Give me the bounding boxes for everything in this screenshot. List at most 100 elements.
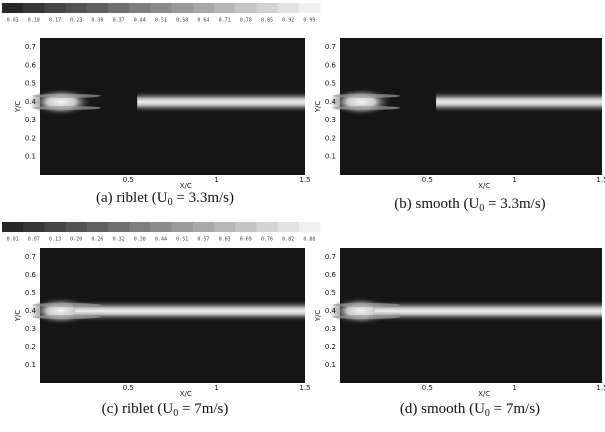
colorbar-label: 0.92 bbox=[282, 18, 294, 24]
y-tick-label: 0.7 bbox=[25, 253, 36, 261]
colorbar-block bbox=[129, 3, 151, 13]
x-tick-label: 0.5 bbox=[422, 384, 433, 392]
colorbar-label: 0.82 bbox=[282, 237, 294, 243]
caption-text: (c) riblet (U bbox=[102, 401, 174, 417]
x-tick-label: 0.5 bbox=[123, 176, 134, 184]
colorbar-block bbox=[2, 3, 24, 13]
colorbar-block bbox=[86, 3, 109, 13]
y-tick-label: 0.5 bbox=[25, 289, 36, 297]
x-tick-label: 1.5 bbox=[596, 176, 605, 184]
y-tick-label: 0.4 bbox=[325, 98, 337, 106]
colorbar-label: 0.88 bbox=[303, 237, 315, 243]
caption-text: = 7m/s) bbox=[178, 401, 228, 417]
colorbar-label: 0.63 bbox=[219, 237, 231, 243]
jet-shear bbox=[32, 315, 101, 319]
caption: (a) riblet (U0 = 3.3m/s) bbox=[96, 190, 234, 208]
jet-band bbox=[137, 90, 305, 113]
colorbar-label: 0.64 bbox=[197, 18, 209, 24]
colorbar-label: 0.07 bbox=[28, 237, 40, 243]
colorbar-block bbox=[129, 222, 151, 232]
jet-band bbox=[374, 300, 602, 322]
colorbar-label: 0.17 bbox=[49, 18, 61, 24]
colorbar-block bbox=[44, 3, 67, 13]
colorbar-block bbox=[171, 3, 194, 13]
y-tick-label: 0.2 bbox=[25, 134, 36, 142]
colorbar-label: 0.03 bbox=[7, 18, 19, 24]
colorbar-label: 0.01 bbox=[7, 237, 19, 243]
colorbar-label: 0.32 bbox=[113, 237, 125, 243]
colorbar-label: 0.23 bbox=[70, 18, 82, 24]
y-tick-label: 0.6 bbox=[25, 61, 37, 69]
y-axis-label: Y/C bbox=[14, 310, 22, 323]
y-tick-label: 0.6 bbox=[325, 61, 337, 69]
x-axis-label: X/C bbox=[478, 182, 490, 190]
caption-text: (a) riblet (U bbox=[96, 190, 168, 206]
colorbar-block bbox=[108, 3, 130, 13]
colorbar-block bbox=[192, 222, 215, 232]
jet-core bbox=[329, 87, 393, 116]
x-tick-label: 1.5 bbox=[596, 384, 605, 392]
colorbar-block bbox=[171, 222, 194, 232]
colorbar-label: 0.26 bbox=[91, 237, 103, 243]
colorbar-block bbox=[150, 3, 173, 13]
panel: 0.1 0.2 0.3 0.4 0.5 0.6 0.7 0.5 1 1.5 X/C Y/C (b) sm… bbox=[314, 38, 605, 214]
colorbar-block bbox=[65, 3, 88, 13]
x-tick-label: 1 bbox=[214, 384, 218, 392]
colorbar-block bbox=[235, 3, 257, 13]
y-tick-label: 0.2 bbox=[325, 134, 336, 142]
x-axis-label: X/C bbox=[180, 390, 192, 398]
colorbar-label: 0.71 bbox=[219, 18, 231, 24]
colorbar-label: 0.44 bbox=[134, 18, 146, 24]
panel: 0.1 0.2 0.3 0.4 0.5 0.6 0.7 0.5 1 1.5 X/C Y/C (d) sm… bbox=[314, 248, 605, 419]
y-tick-label: 0.6 bbox=[25, 271, 37, 279]
colorbar-label: 0.76 bbox=[261, 237, 273, 243]
colorbar-block bbox=[2, 222, 24, 232]
y-axis-label: Y/C bbox=[314, 101, 322, 114]
colorbar-block bbox=[298, 222, 321, 232]
x-tick-label: 1 bbox=[214, 176, 218, 184]
colorbar-block bbox=[23, 3, 45, 13]
y-tick-label: 0.5 bbox=[25, 80, 36, 88]
caption-subscript: 0 bbox=[485, 408, 490, 419]
y-tick-label: 0.5 bbox=[325, 80, 336, 88]
caption-text: = 7m/s) bbox=[490, 401, 540, 417]
jet-shear bbox=[32, 105, 101, 110]
y-tick-label: 0.3 bbox=[25, 116, 36, 124]
y-axis-label: Y/C bbox=[14, 101, 22, 114]
colorbar-block bbox=[277, 222, 300, 232]
jet-core bbox=[29, 87, 93, 116]
x-tick-label: 1.5 bbox=[299, 176, 310, 184]
y-tick-label: 0.1 bbox=[325, 153, 336, 161]
caption-text: (d) smooth (U bbox=[400, 401, 485, 417]
y-axis-label: Y/C bbox=[314, 310, 322, 323]
jet-shear bbox=[332, 105, 401, 110]
panel: 0.1 0.2 0.3 0.4 0.5 0.6 0.7 0.5 1 1.5 X/C Y/C (c) ri… bbox=[14, 248, 311, 419]
y-tick-label: 0.2 bbox=[25, 343, 36, 351]
colorbar-block bbox=[44, 222, 67, 232]
y-tick-label: 0.4 bbox=[25, 307, 37, 315]
colorbar-block bbox=[298, 3, 321, 13]
y-tick-label: 0.4 bbox=[325, 307, 337, 315]
colorbar-label: 0.51 bbox=[176, 237, 188, 243]
colorbar: 0.03 0.10 0.17 0.23 0.30 0.37 0.44 0.51 0.58 0.64… bbox=[2, 3, 321, 24]
colorbar-block bbox=[108, 222, 130, 232]
caption: (c) riblet (U0 = 7m/s) bbox=[102, 401, 229, 419]
colorbar: 0.01 0.07 0.13 0.20 0.26 0.32 0.38 0.44 0.51 0.57… bbox=[2, 222, 321, 243]
colorbar-label: 0.69 bbox=[240, 237, 252, 243]
x-axis-label: X/C bbox=[180, 182, 192, 190]
colorbar-block bbox=[192, 3, 215, 13]
caption: (d) smooth (U0 = 7m/s) bbox=[400, 401, 540, 419]
y-tick-label: 0.7 bbox=[325, 253, 336, 261]
colorbar-block bbox=[256, 222, 279, 232]
jet-shear bbox=[32, 93, 101, 98]
jet-shear bbox=[332, 303, 401, 307]
caption-subscript: 0 bbox=[168, 197, 173, 208]
colorbar-label: 0.44 bbox=[155, 237, 167, 243]
colorbar-block bbox=[23, 222, 45, 232]
colorbar-label: 0.10 bbox=[28, 18, 40, 24]
y-tick-label: 0.7 bbox=[25, 43, 36, 51]
colorbar-block bbox=[256, 3, 279, 13]
y-tick-label: 0.1 bbox=[25, 361, 36, 369]
y-tick-label: 0.3 bbox=[325, 325, 336, 333]
